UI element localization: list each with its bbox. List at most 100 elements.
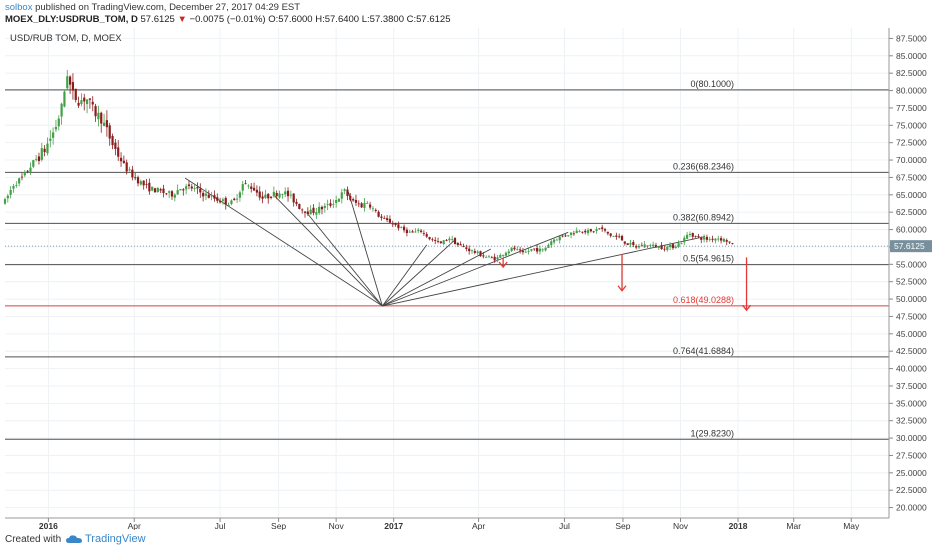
tradingview-link[interactable]: TradingView bbox=[66, 533, 146, 545]
candle-body bbox=[725, 240, 728, 242]
candle-body bbox=[428, 237, 431, 240]
candle-body bbox=[629, 243, 632, 245]
candle-body bbox=[669, 245, 672, 247]
candle-body bbox=[185, 186, 188, 190]
price-chart[interactable]: 0(80.1000) 0.236(68.2346) 0.382(60.8942) 0.… bbox=[0, 28, 932, 530]
created-with-text: Created with bbox=[5, 534, 62, 545]
candle-body bbox=[632, 242, 635, 245]
candle-body bbox=[68, 76, 72, 85]
y-tick-label: 47.5000 bbox=[896, 311, 927, 321]
candle-body bbox=[230, 200, 233, 205]
candle-body bbox=[340, 192, 343, 199]
candle-body bbox=[496, 257, 499, 260]
candle-body bbox=[691, 233, 694, 237]
candle-body bbox=[52, 132, 55, 138]
ohlc-close-label: C: bbox=[406, 14, 417, 25]
candle-body bbox=[731, 243, 734, 245]
candle-body bbox=[388, 218, 392, 223]
candle-body bbox=[530, 249, 533, 251]
x-tick-label: Nov bbox=[329, 521, 345, 530]
candle-body bbox=[561, 235, 564, 237]
candle-body bbox=[380, 216, 383, 218]
tradingview-brand: TradingView bbox=[85, 533, 146, 545]
candle-body bbox=[349, 195, 352, 200]
x-tick-label: Mar bbox=[786, 521, 801, 530]
candle-body bbox=[519, 249, 522, 251]
x-tick-label: Jul bbox=[559, 521, 570, 530]
candle-body bbox=[674, 246, 677, 249]
candle-body bbox=[479, 251, 482, 257]
candle-body bbox=[187, 184, 191, 186]
published-text: published on TradingView.com, December 2… bbox=[35, 2, 301, 13]
candle-body bbox=[552, 239, 556, 243]
candle-body bbox=[318, 206, 321, 214]
author-link[interactable]: solbox bbox=[5, 2, 33, 13]
candle-body bbox=[708, 238, 711, 240]
candle-body bbox=[159, 189, 162, 191]
fan-lines[interactable] bbox=[184, 177, 706, 307]
candle-body bbox=[182, 189, 185, 191]
candle-body bbox=[128, 169, 131, 171]
candle-body bbox=[620, 236, 624, 241]
candle-body bbox=[702, 237, 706, 240]
price-axis[interactable]: 87.5000 85.0000 82.5000 80.0000 77.5000 75.00… bbox=[889, 33, 932, 513]
candle-body bbox=[524, 251, 527, 253]
candle-body bbox=[434, 239, 437, 241]
candle-body bbox=[83, 97, 86, 102]
candle-body bbox=[677, 243, 680, 247]
down-arrow-icon: ▼ bbox=[177, 14, 187, 25]
candle-body bbox=[108, 125, 111, 139]
y-tick-label: 82.5000 bbox=[896, 68, 927, 78]
candle-body bbox=[233, 198, 236, 201]
candle-body bbox=[374, 209, 377, 211]
candle-body bbox=[43, 148, 46, 153]
candle-body bbox=[63, 91, 66, 107]
candle-body bbox=[196, 187, 199, 189]
y-tick-label: 25.0000 bbox=[896, 468, 927, 478]
current-price-label: 57.6125 bbox=[894, 241, 925, 251]
candle-body bbox=[102, 122, 106, 127]
candle-body bbox=[507, 251, 510, 254]
fan-line bbox=[274, 195, 383, 307]
candle-body bbox=[369, 204, 372, 208]
candle-body bbox=[666, 246, 669, 250]
annotation-arrows[interactable] bbox=[498, 253, 752, 312]
candle-body bbox=[603, 229, 607, 231]
candle-body bbox=[711, 238, 714, 240]
candle-body bbox=[411, 231, 414, 233]
fib-retracement[interactable]: 0(80.1000) 0.236(68.2346) 0.382(60.8942) 0.… bbox=[5, 79, 889, 440]
cloud-logo-icon bbox=[66, 534, 82, 543]
candlestick-series[interactable] bbox=[3, 69, 889, 263]
candle-body bbox=[436, 240, 440, 242]
candle-body bbox=[719, 238, 723, 241]
y-tick-label: 67.5000 bbox=[896, 172, 927, 182]
candle-body bbox=[592, 231, 595, 233]
fan-line bbox=[382, 236, 706, 307]
candle-body bbox=[9, 189, 12, 195]
candle-body bbox=[564, 235, 567, 237]
fan-line bbox=[347, 191, 383, 307]
candle-body bbox=[572, 233, 575, 235]
chart-title: USD/RUB TOM, D, MOEX bbox=[10, 33, 122, 44]
candle-body bbox=[606, 231, 609, 234]
candle-body bbox=[3, 199, 7, 204]
candle-body bbox=[306, 211, 309, 214]
candle-body bbox=[408, 231, 411, 233]
candle-body bbox=[578, 231, 581, 232]
candle-body bbox=[694, 235, 697, 237]
candle-body bbox=[575, 230, 578, 234]
candle-body bbox=[663, 248, 666, 250]
candle-body bbox=[626, 243, 629, 245]
candle-body bbox=[510, 247, 513, 251]
candle-body bbox=[111, 135, 114, 146]
ohlc-low: 57.3800 bbox=[369, 14, 404, 25]
candle-body bbox=[202, 192, 205, 197]
time-axis[interactable]: 2016 Apr Jul Sep Nov 2017 Apr Jul Sep Nov 2018 Mar M… bbox=[39, 518, 860, 530]
candle-body bbox=[516, 249, 519, 250]
candle-body bbox=[125, 162, 128, 172]
candle-body bbox=[714, 238, 717, 241]
candle-body bbox=[114, 142, 117, 149]
candle-body bbox=[320, 206, 324, 210]
candle-body bbox=[329, 203, 332, 206]
candle-body bbox=[165, 193, 168, 195]
